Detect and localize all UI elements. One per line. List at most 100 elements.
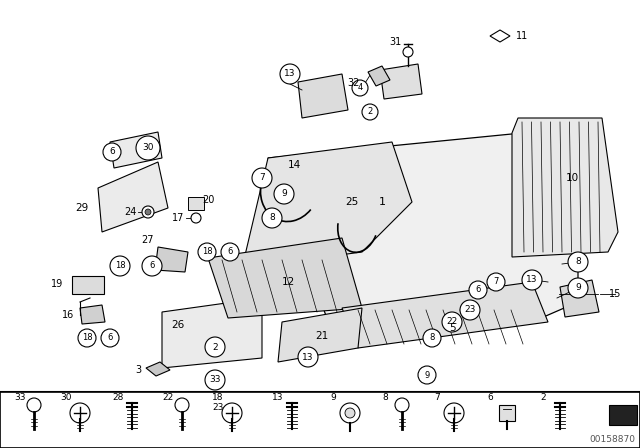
Text: 27: 27 <box>141 235 154 245</box>
Circle shape <box>221 243 239 261</box>
Text: 19: 19 <box>51 279 63 289</box>
Text: 3: 3 <box>135 365 141 375</box>
Circle shape <box>27 398 41 412</box>
Text: 8: 8 <box>382 393 388 402</box>
Text: 7: 7 <box>259 173 265 182</box>
Text: 31: 31 <box>389 37 401 47</box>
Text: 24: 24 <box>124 207 136 217</box>
Text: 28: 28 <box>112 393 124 402</box>
Text: 9: 9 <box>575 284 581 293</box>
Circle shape <box>78 329 96 347</box>
Text: 8: 8 <box>269 214 275 223</box>
Circle shape <box>345 408 355 418</box>
Text: 00158870: 00158870 <box>589 435 635 444</box>
Text: 20: 20 <box>202 195 214 205</box>
Text: 8: 8 <box>575 258 581 267</box>
Circle shape <box>191 213 201 223</box>
Text: 33: 33 <box>14 393 26 402</box>
Text: 30: 30 <box>60 393 72 402</box>
Polygon shape <box>499 405 515 421</box>
Polygon shape <box>155 247 188 272</box>
Text: 15: 15 <box>609 289 621 299</box>
Text: 18: 18 <box>115 262 125 271</box>
Text: 29: 29 <box>76 203 88 213</box>
Bar <box>0 392 640 448</box>
Bar <box>609 405 637 425</box>
Text: 13: 13 <box>526 276 538 284</box>
Text: 17: 17 <box>172 213 184 223</box>
Circle shape <box>205 370 225 390</box>
Circle shape <box>298 347 318 367</box>
Circle shape <box>262 208 282 228</box>
Circle shape <box>103 143 121 161</box>
Text: 18: 18 <box>82 333 92 343</box>
Circle shape <box>136 136 160 160</box>
Circle shape <box>487 273 505 291</box>
Polygon shape <box>242 142 412 268</box>
Text: 22: 22 <box>162 393 173 402</box>
Polygon shape <box>298 74 348 118</box>
Text: 32: 32 <box>347 78 359 88</box>
Text: 4: 4 <box>357 83 363 92</box>
Text: 25: 25 <box>346 197 358 207</box>
Text: 18: 18 <box>212 393 223 402</box>
Polygon shape <box>268 132 578 332</box>
Circle shape <box>110 256 130 276</box>
Text: 7: 7 <box>434 393 440 402</box>
Text: 6: 6 <box>149 262 155 271</box>
Polygon shape <box>368 66 390 86</box>
Text: 26: 26 <box>172 320 184 330</box>
Text: 6: 6 <box>108 333 113 343</box>
Bar <box>188 197 204 210</box>
Circle shape <box>522 270 542 290</box>
Circle shape <box>142 206 154 218</box>
Polygon shape <box>98 162 168 232</box>
Text: 12: 12 <box>282 277 294 287</box>
Text: 6: 6 <box>227 247 233 257</box>
Text: 1: 1 <box>378 197 385 207</box>
Circle shape <box>403 47 413 57</box>
Text: 14: 14 <box>287 160 301 170</box>
Text: 6: 6 <box>487 393 493 402</box>
Text: 21: 21 <box>316 331 328 341</box>
Bar <box>72 276 104 294</box>
Circle shape <box>198 243 216 261</box>
Circle shape <box>444 403 464 423</box>
Circle shape <box>101 329 119 347</box>
Polygon shape <box>278 308 362 362</box>
Circle shape <box>395 398 409 412</box>
Circle shape <box>423 329 441 347</box>
Text: 13: 13 <box>284 69 296 78</box>
Circle shape <box>568 252 588 272</box>
Text: 2: 2 <box>367 108 372 116</box>
Circle shape <box>469 281 487 299</box>
Text: 23: 23 <box>212 402 223 412</box>
Polygon shape <box>208 238 362 318</box>
Text: 9: 9 <box>424 370 429 379</box>
Circle shape <box>274 184 294 204</box>
Circle shape <box>252 168 272 188</box>
Circle shape <box>280 64 300 84</box>
Polygon shape <box>342 282 548 348</box>
Text: 13: 13 <box>272 393 284 402</box>
Text: 9: 9 <box>281 190 287 198</box>
Text: 2: 2 <box>212 343 218 352</box>
Circle shape <box>145 209 151 215</box>
Polygon shape <box>110 132 162 168</box>
Text: 18: 18 <box>202 247 212 257</box>
Text: 16: 16 <box>62 310 74 320</box>
Text: 6: 6 <box>476 285 481 294</box>
Circle shape <box>352 80 368 96</box>
Text: 9: 9 <box>330 393 336 402</box>
Polygon shape <box>380 64 422 99</box>
Circle shape <box>222 403 242 423</box>
Circle shape <box>175 398 189 412</box>
Text: 30: 30 <box>142 143 154 152</box>
Polygon shape <box>512 118 618 257</box>
Text: 11: 11 <box>516 31 528 41</box>
Polygon shape <box>560 280 599 317</box>
Text: 23: 23 <box>464 306 476 314</box>
Text: 33: 33 <box>209 375 221 384</box>
Text: 2: 2 <box>540 393 546 402</box>
Polygon shape <box>146 362 170 376</box>
